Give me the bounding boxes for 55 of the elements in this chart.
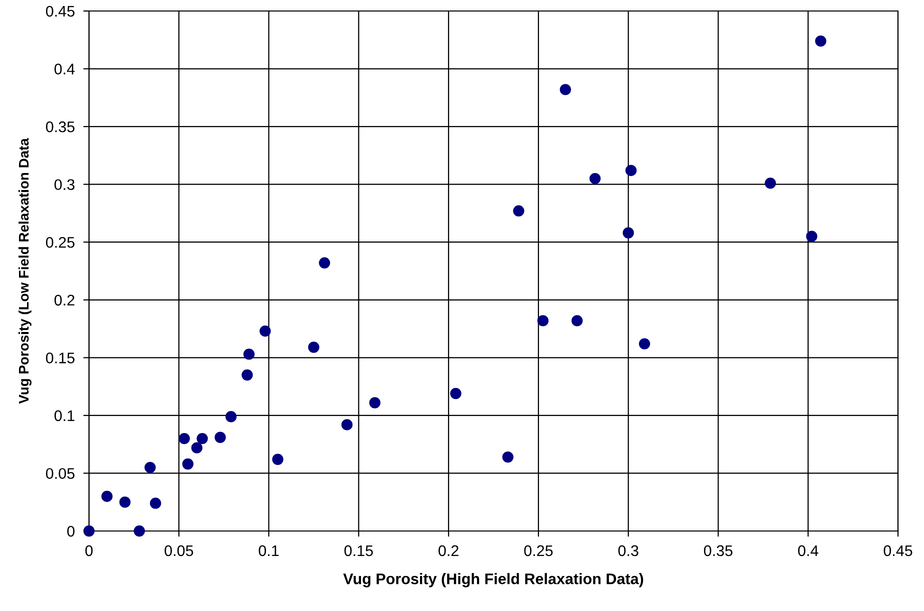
point xyxy=(196,432,208,444)
point xyxy=(806,230,818,242)
point xyxy=(260,325,271,337)
point xyxy=(144,462,156,474)
x-tick-label: 0.05 xyxy=(164,545,194,556)
y-tick-label: 0.1 xyxy=(54,410,74,422)
point xyxy=(622,227,634,238)
x-tick-label: 0.4 xyxy=(798,545,818,556)
x-tick-label: 0.35 xyxy=(704,545,732,556)
point xyxy=(83,525,95,537)
x-tick-label: 0.2 xyxy=(438,545,458,556)
y-tick-label: 0 xyxy=(67,526,75,537)
y-tick-label: 0.45 xyxy=(46,6,74,17)
y-tick-label: 0.05 xyxy=(46,468,74,479)
point xyxy=(134,525,145,537)
point xyxy=(502,451,514,463)
x-tick-label: 0.25 xyxy=(524,545,553,556)
point xyxy=(341,419,353,430)
y-axis-title: Vug Porosity (Low Field Relaxation Data xyxy=(18,138,32,404)
point xyxy=(178,432,190,444)
point xyxy=(242,369,253,381)
x-tick-label: 0.1 xyxy=(258,545,279,556)
point xyxy=(119,496,131,508)
point xyxy=(560,84,572,96)
point xyxy=(214,432,226,444)
point xyxy=(243,348,255,360)
y-tick-label: 0.15 xyxy=(46,352,74,364)
point xyxy=(450,388,462,400)
point xyxy=(571,315,583,326)
x-axis-title: Vug Porosity (High Field Relaxation Data) xyxy=(343,573,644,588)
y-tick-label: 0.4 xyxy=(54,64,75,74)
x-tick-label: 0.3 xyxy=(618,545,638,556)
point xyxy=(638,338,650,350)
x-tick-label: 0 xyxy=(85,545,93,556)
y-tick-label: 0.3 xyxy=(54,179,74,190)
point xyxy=(182,458,194,470)
point xyxy=(272,454,284,465)
point xyxy=(537,315,549,326)
x-tick-label: 0.45 xyxy=(884,545,912,556)
point xyxy=(589,172,601,184)
point xyxy=(225,410,237,422)
point xyxy=(308,342,320,353)
point xyxy=(101,490,113,502)
point xyxy=(764,178,776,189)
point xyxy=(513,205,524,217)
point xyxy=(150,498,162,509)
x-tick-label: 0.15 xyxy=(344,545,373,556)
y-tick-label: 0.25 xyxy=(46,236,74,248)
point xyxy=(318,257,330,269)
point xyxy=(625,164,637,176)
point xyxy=(191,442,202,454)
point xyxy=(369,397,380,408)
y-tick-label: 0.35 xyxy=(46,121,74,132)
y-tick-label: 0.2 xyxy=(54,294,74,306)
point xyxy=(815,35,826,47)
